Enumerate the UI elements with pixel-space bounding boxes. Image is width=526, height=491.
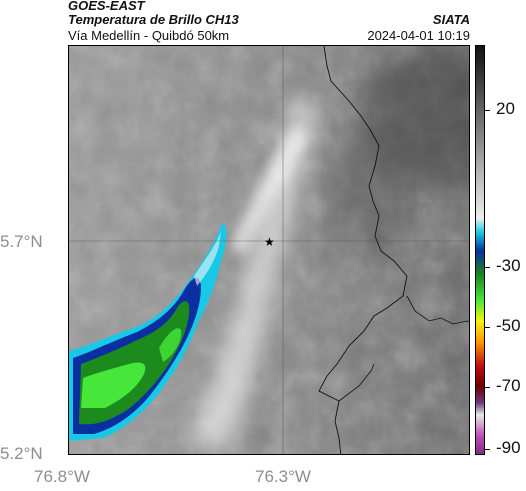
colorbar-tick: [485, 110, 490, 111]
colorbar: [475, 45, 485, 455]
star-icon: ★: [264, 235, 275, 249]
lat-label-5-7: 5.7°N: [0, 232, 43, 251]
convective-cells: [69, 223, 227, 441]
product-title: Temperatura de Brillo CH13: [68, 12, 239, 27]
colorbar-tick: [485, 327, 490, 328]
colorbar-tick: [485, 387, 490, 388]
colorbar-label-20: 20: [496, 99, 515, 118]
region-subtitle: Vía Medellín - Quibdó 50km: [68, 28, 230, 43]
colorbar-label-minus50: -50: [496, 316, 521, 335]
colorbar-label-minus70: -70: [496, 376, 521, 395]
municipality-border-2: [338, 363, 375, 402]
lat-label-5-2: 5.2°N: [0, 444, 43, 463]
department-border: [318, 46, 408, 454]
lon-label-76-8: 76.8°W: [34, 467, 90, 486]
municipality-border: [406, 295, 469, 325]
colorbar-label-minus30: -30: [496, 256, 521, 275]
colorbar-tick: [485, 449, 490, 450]
organization-label: SIATA: [432, 12, 470, 27]
timestamp-label: 2024-04-01 10:19: [367, 28, 470, 43]
colorbar-label-minus90: -90: [496, 438, 521, 457]
satellite-title: GOES-EAST: [68, 0, 145, 13]
colorbar-tick: [485, 267, 490, 268]
lon-label-76-3: 76.3°W: [255, 467, 311, 486]
brightness-temperature-field: ★: [69, 46, 469, 454]
satellite-map[interactable]: ★: [68, 45, 470, 455]
